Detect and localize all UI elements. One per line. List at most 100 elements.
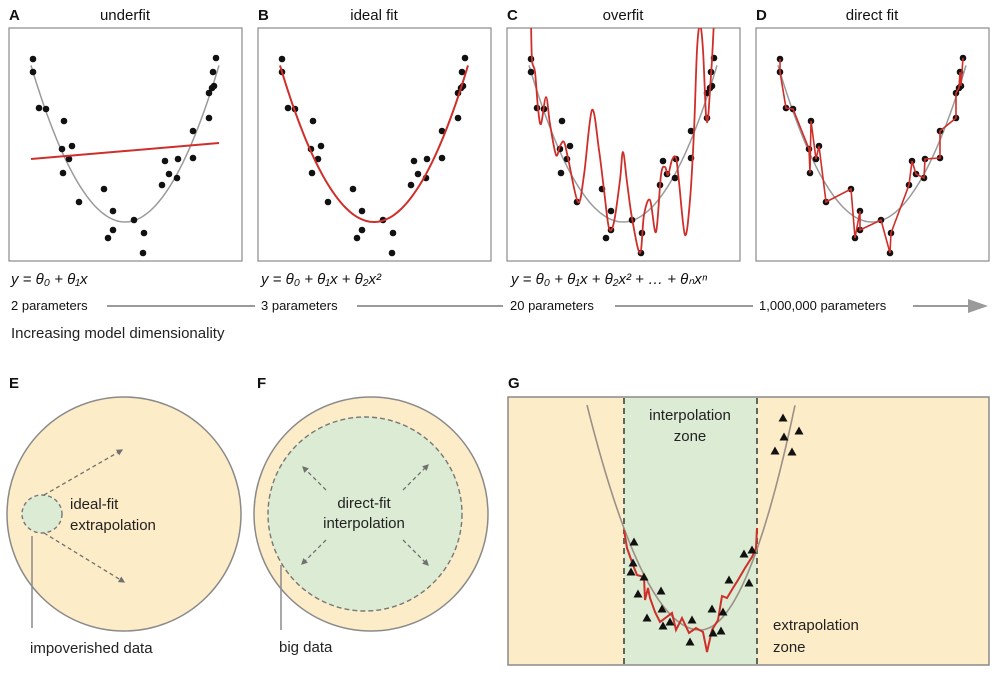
data-point: [454, 114, 462, 122]
data-point: [189, 154, 197, 162]
zone-label: extrapolation: [773, 617, 859, 634]
data-point-triangle: [658, 621, 668, 630]
data-point: [212, 54, 220, 62]
true-function-curve: [528, 65, 718, 223]
data-point: [35, 104, 43, 112]
data-point: [557, 169, 565, 177]
data-point: [308, 169, 316, 177]
data-point: [607, 207, 615, 215]
panel-letter: G: [508, 375, 520, 392]
data-point: [602, 234, 610, 242]
overfit-curve: [530, 28, 715, 254]
interpolation-arrow: [402, 464, 429, 491]
data-point-triangle: [657, 604, 667, 613]
data-point: [410, 157, 418, 165]
plot-frame: [257, 27, 492, 262]
panel-letter: D: [756, 7, 767, 24]
callout-label: big data: [279, 639, 333, 656]
panel-a: A underfit y = θ₀ + θ₁x: [8, 7, 243, 288]
data-point: [109, 207, 117, 215]
data-point: [438, 154, 446, 162]
axis-caption: Increasing model dimensionality: [11, 325, 225, 342]
data-point-triangle: [626, 567, 636, 576]
data-point: [558, 117, 566, 125]
true-function-curve: [586, 404, 796, 631]
data-point: [324, 198, 332, 206]
data-point: [139, 249, 147, 257]
data-point: [100, 185, 108, 193]
data-space-circle: [6, 396, 242, 632]
data-point: [65, 155, 73, 163]
data-point: [29, 68, 37, 76]
region-label: ideal-fit: [70, 496, 119, 513]
equation: y = θ₀ + θ₁x + θ₂x²: [260, 271, 382, 288]
data-point-triangle: [665, 617, 675, 626]
equation: y = θ₀ + θ₁x: [10, 271, 88, 288]
data-point: [309, 117, 317, 125]
data-point: [109, 226, 117, 234]
data-point-triangle: [707, 604, 717, 613]
data-point: [161, 157, 169, 165]
arrowhead-icon: [968, 299, 988, 313]
panel-letter: E: [9, 375, 19, 392]
panel-g: G interpolation zone extrapolation zone: [507, 375, 990, 666]
param-count: 2 parameters: [11, 298, 88, 313]
data-point: [60, 117, 68, 125]
panel-c: C overfit y = θ₀ + θ₁x + θ₂x² + … + θₙxⁿ: [506, 7, 741, 288]
data-point: [438, 127, 446, 135]
data-point: [174, 155, 182, 163]
data-point-triangle: [718, 607, 728, 616]
data-point-triangle: [708, 628, 718, 637]
equation: y = θ₀ + θ₁x + θ₂x² + … + θₙxⁿ: [510, 271, 708, 288]
data-point: [527, 68, 535, 76]
training-data-region: [267, 416, 463, 612]
data-point: [59, 169, 67, 177]
data-point: [314, 155, 322, 163]
data-point-triangle: [642, 613, 652, 622]
training-data-region: [21, 494, 63, 534]
data-point: [671, 174, 679, 182]
zone-label: interpolation: [649, 407, 731, 424]
data-point-triangle: [779, 432, 789, 441]
data-point: [388, 249, 396, 257]
data-point: [29, 55, 37, 63]
panel-f: F direct-fit interpolation big data: [253, 375, 489, 656]
data-point-triangle: [739, 549, 749, 558]
panel-d: D direct fit: [755, 7, 990, 262]
param-count: 3 parameters: [261, 298, 338, 313]
direct-fit-curve: [779, 57, 964, 254]
zone-label: zone: [773, 639, 806, 656]
data-point-triangle: [787, 447, 797, 456]
data-point-triangle: [770, 446, 780, 455]
data-point: [659, 157, 667, 165]
data-point: [189, 127, 197, 135]
plot-frame: [506, 27, 741, 262]
data-point: [68, 142, 76, 150]
panel-letter: C: [507, 7, 518, 24]
data-point: [353, 234, 361, 242]
data-point-triangle: [794, 426, 804, 435]
data-point: [158, 181, 166, 189]
data-point-triangle: [629, 537, 639, 546]
data-point-triangle: [724, 575, 734, 584]
panel-b: B ideal fit y = θ₀ + θ₁x + θ₂x²: [257, 7, 492, 288]
data-point-triangle: [778, 413, 788, 422]
data-point: [209, 68, 217, 76]
linear-fit-line: [30, 142, 220, 160]
region-label: interpolation: [323, 515, 405, 532]
data-point-triangle: [656, 586, 666, 595]
data-point-triangle: [628, 558, 638, 567]
data-point: [165, 170, 173, 178]
region-label: direct-fit: [337, 495, 391, 512]
data-point: [210, 82, 218, 90]
interpolation-arrow: [301, 539, 327, 565]
interpolation-arrow: [302, 466, 327, 491]
extrapolation-arrow: [43, 532, 126, 583]
data-point: [205, 89, 213, 97]
panel-letter: F: [257, 375, 266, 392]
data-point-triangle: [716, 626, 726, 635]
data-point: [75, 198, 83, 206]
data-point: [358, 226, 366, 234]
panel-title: overfit: [603, 7, 645, 24]
